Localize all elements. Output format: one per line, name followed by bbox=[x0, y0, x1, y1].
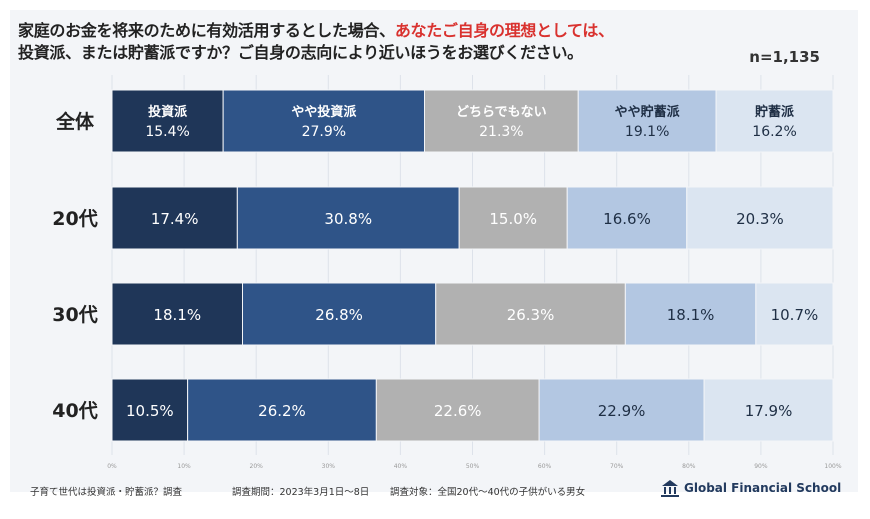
bar-segment bbox=[755, 282, 834, 346]
data-label: 19.1% bbox=[625, 124, 669, 140]
data-label: 17.9% bbox=[745, 402, 793, 420]
data-label: 18.1% bbox=[153, 306, 201, 324]
chart-question: 家庭のお金を将来のために有効活用するとした場合、あなたご自身の理想としては、 投… bbox=[18, 20, 614, 64]
bar-segment bbox=[375, 378, 540, 442]
question-line1: 家庭のお金を将来のために有効活用するとした場合、 bbox=[18, 21, 395, 40]
data-label: 17.4% bbox=[151, 210, 199, 228]
data-label: 10.7% bbox=[771, 306, 819, 324]
category-label: 30代 bbox=[52, 304, 97, 326]
bar-segment bbox=[703, 378, 834, 442]
data-label: 22.9% bbox=[598, 402, 646, 420]
x-tick-label: 50% bbox=[466, 463, 480, 470]
data-label: 20.3% bbox=[736, 210, 784, 228]
data-label: 18.1% bbox=[667, 306, 715, 324]
bar-segment bbox=[242, 282, 437, 346]
data-label: 15.4% bbox=[145, 124, 189, 140]
brand-name: Global Financial School bbox=[684, 481, 842, 495]
data-label: 22.6% bbox=[434, 402, 482, 420]
survey-period: 調査期間：2023年3月1日～8日 bbox=[232, 487, 370, 498]
bar-segment bbox=[111, 89, 224, 153]
bar-segment bbox=[236, 186, 460, 250]
brand-logo: Global Financial School bbox=[660, 479, 841, 497]
x-tick-label: 40% bbox=[394, 463, 408, 470]
data-label: 10.5% bbox=[126, 402, 174, 420]
bar-segment bbox=[686, 186, 834, 250]
bar-segment bbox=[111, 378, 189, 442]
x-tick-label: 10% bbox=[177, 463, 191, 470]
series-name-label: やや貯蓄派 bbox=[615, 104, 681, 120]
data-label: 26.8% bbox=[315, 306, 363, 324]
data-label: 16.2% bbox=[752, 124, 796, 140]
sample-size: n=1,135 bbox=[749, 48, 820, 66]
series-name-label: どちらでもない bbox=[456, 105, 547, 120]
school-building-icon bbox=[661, 480, 679, 497]
bar-segment bbox=[187, 378, 377, 442]
data-label: 27.9% bbox=[302, 124, 346, 140]
survey-target: 調査対象：全国20代～40代の子供がいる男女 bbox=[390, 487, 586, 498]
bar-segment bbox=[577, 89, 717, 153]
data-label: 15.0% bbox=[489, 210, 537, 228]
category-label: 全体 bbox=[55, 110, 95, 133]
x-tick-label: 90% bbox=[754, 463, 768, 470]
bar-segment bbox=[458, 186, 568, 250]
bar-segment bbox=[538, 378, 705, 442]
series-name-label: 貯蓄派 bbox=[755, 104, 795, 120]
x-tick-label: 100% bbox=[824, 463, 841, 470]
x-tick-label: 70% bbox=[610, 463, 624, 470]
bar-segment bbox=[222, 89, 426, 153]
data-label: 26.3% bbox=[507, 306, 555, 324]
question-line2: 投資派、または貯蓄派ですか？ご自身の志向により近いほうをお選びください。 bbox=[18, 43, 583, 62]
bar-segment bbox=[435, 282, 626, 346]
data-label: 26.2% bbox=[258, 402, 306, 420]
category-label: 20代 bbox=[52, 208, 97, 230]
x-tick-label: 60% bbox=[538, 463, 552, 470]
bar-segment bbox=[424, 89, 579, 153]
bar-segment bbox=[624, 282, 757, 346]
x-tick-label: 30% bbox=[322, 463, 336, 470]
x-tick-label: 80% bbox=[682, 463, 696, 470]
bar-segment bbox=[715, 89, 834, 153]
series-name-label: 投資派 bbox=[148, 104, 188, 120]
data-label: 30.8% bbox=[324, 210, 372, 228]
bar-segment bbox=[111, 186, 238, 250]
x-tick-label: 0% bbox=[107, 463, 117, 470]
category-label: 40代 bbox=[52, 400, 97, 422]
bar-segment bbox=[566, 186, 688, 250]
data-label: 21.3% bbox=[479, 124, 523, 140]
x-tick-label: 20% bbox=[250, 463, 264, 470]
data-label: 16.6% bbox=[603, 210, 651, 228]
question-highlight: あなたご自身の理想としては、 bbox=[394, 21, 614, 40]
survey-name: 子育て世代は投資派・貯蓄派？調査 bbox=[30, 487, 183, 498]
series-name-label: やや投資派 bbox=[291, 104, 357, 120]
